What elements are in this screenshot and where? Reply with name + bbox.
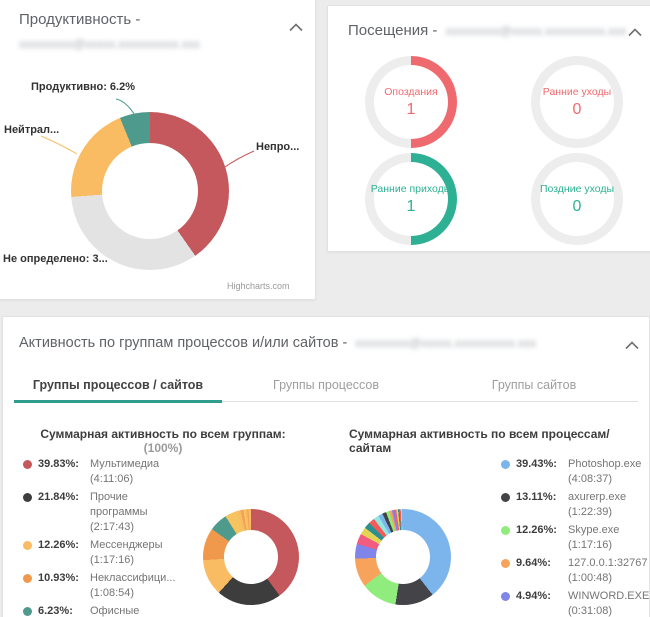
legend-name: Офисные xyxy=(90,605,140,617)
legend-item[interactable]: 9.64%: 127.0.0.1:32767 (1:00:48) xyxy=(501,556,649,586)
collapse-chevron-icon[interactable] xyxy=(628,24,644,37)
legend-dot xyxy=(501,592,510,601)
legend-item[interactable]: 6.23%: Офисные (0:39:17) xyxy=(23,604,193,617)
activity-title: Активность по группам процессов и/или са… xyxy=(19,335,348,351)
visits-title: Посещения - xyxy=(348,22,438,39)
legend-name: Мессенджеры xyxy=(90,539,163,551)
legend-dot xyxy=(23,541,32,550)
lateness-ring: Опоздания 1 xyxy=(365,56,457,148)
legend-name: Мультимедиа xyxy=(90,458,160,470)
legend-time: (2:17:43) xyxy=(90,521,135,533)
early-leave-label: Ранние уходы xyxy=(542,85,612,98)
legend-item[interactable]: 39.83%: Мультимедиа (4:11:06) xyxy=(23,457,193,487)
legend-dot xyxy=(501,460,510,469)
legend-name: Skype.exe xyxy=(568,524,620,536)
legend-time: (1:08:54) xyxy=(90,587,135,599)
legend-time: (0:31:08) xyxy=(568,605,613,617)
tab-process-site-groups[interactable]: Группы процессов / сайтов xyxy=(14,369,222,403)
productivity-panel: Продуктивность - xxxxxxxxx@xxxxx.xxxxxxx… xyxy=(0,0,316,300)
early-arrival-value: 1 xyxy=(406,197,416,215)
legend-time: (4:08:37) xyxy=(568,473,613,485)
legend-dot xyxy=(501,493,510,502)
processes-legend: 39.43%: Photoshop.exe (4:08:37) 13.11%: … xyxy=(501,457,649,617)
legend-pct: 39.43%: xyxy=(516,458,557,470)
legend-name: WINWORD.EXE xyxy=(568,590,650,602)
pie-label-unproductive: Непро... xyxy=(256,141,300,153)
legend-name: axurerp.exe xyxy=(568,491,627,503)
legend-item[interactable]: 13.11%: axurerp.exe (1:22:39) xyxy=(501,490,649,520)
groups-donut-chart[interactable] xyxy=(203,509,299,605)
legend-pct: 6.23%: xyxy=(38,605,73,617)
legend-item[interactable]: 12.26%: Мессенджеры (1:17:16) xyxy=(23,538,193,568)
early-leave-value: 0 xyxy=(572,100,582,118)
pie-label-productive: Продуктивно: 6.2% xyxy=(31,81,136,93)
legend-dot xyxy=(501,526,510,535)
early-arrival-ring: Ранние приходы 1 xyxy=(365,153,457,245)
legend-time: (1:17:16) xyxy=(568,539,613,551)
legend-item[interactable]: 4.94%: WINWORD.EXE (0:31:08) xyxy=(501,589,649,617)
early-leave-ring: Ранние уходы 0 xyxy=(531,56,623,148)
legend-dot xyxy=(501,559,510,568)
legend-item[interactable]: 10.93%: Неклассифици... (1:08:54) xyxy=(23,571,193,601)
legend-name: Прочие программы xyxy=(90,491,148,518)
visits-panel: Посещения - xxxxxxxxx@xxxxx.xxxxxxxxxx.x… xyxy=(327,5,650,252)
legend-name: Photoshop.exe xyxy=(568,458,642,470)
groups-legend: 39.83%: Мультимедиа (4:11:06) 21.84%: Пр… xyxy=(23,457,193,617)
legend-dot xyxy=(23,574,32,583)
legend-dot xyxy=(23,460,32,469)
legend-pct: 39.83%: xyxy=(38,458,79,470)
early-arrival-label: Ранние приходы xyxy=(370,182,452,195)
legend-name: Неклассифици... xyxy=(90,572,176,584)
late-leave-value: 0 xyxy=(572,197,582,215)
collapse-chevron-icon[interactable] xyxy=(289,19,305,32)
legend-time: (1:00:48) xyxy=(568,572,613,584)
legend-name: 127.0.0.1:32767 xyxy=(568,557,648,569)
legend-dot xyxy=(23,607,32,616)
activity-panel: Активность по группам процессов и/или са… xyxy=(2,316,650,617)
legend-pct: 10.93%: xyxy=(38,572,79,584)
legend-pct: 12.26%: xyxy=(38,539,79,551)
late-leave-ring: Поздние уходы 0 xyxy=(531,153,623,245)
productivity-title: Продуктивность - xyxy=(19,11,141,28)
productivity-donut-chart[interactable] xyxy=(71,112,229,270)
lateness-value: 1 xyxy=(406,100,416,118)
legend-dot xyxy=(23,493,32,502)
pie-label-undefined: Не определено: 3... xyxy=(3,253,108,265)
tab-process-groups[interactable]: Группы процессов xyxy=(273,378,379,392)
lateness-label: Опоздания xyxy=(384,85,438,98)
processes-summary-header: Суммарная активность по всем процессам/с… xyxy=(349,427,610,455)
late-leave-label: Поздние уходы xyxy=(539,182,615,195)
processes-donut-chart[interactable] xyxy=(355,509,451,605)
collapse-chevron-icon[interactable] xyxy=(625,337,641,350)
legend-pct: 21.84%: xyxy=(38,491,79,503)
pie-label-neutral: Нейтрал... xyxy=(4,124,60,136)
legend-pct: 13.11%: xyxy=(516,491,557,503)
activity-tabs: Группы процессов / сайтов Группы процесс… xyxy=(14,369,638,403)
groups-summary-header-text: Суммарная активность по всем группам: xyxy=(40,427,286,441)
groups-summary-header: Суммарная активность по всем группам: (1… xyxy=(23,427,303,455)
legend-time: (1:17:16) xyxy=(90,554,135,566)
tab-site-groups[interactable]: Группы сайтов xyxy=(491,378,577,392)
productivity-user-email-redacted: xxxxxxxxx@xxxxx.xxxxxxxxxx.xxx xyxy=(19,37,200,51)
legend-pct: 4.94%: xyxy=(516,590,551,602)
legend-pct: 12.26%: xyxy=(516,524,557,536)
highcharts-credit-link[interactable]: Highcharts.com xyxy=(227,281,290,291)
legend-item[interactable]: 39.43%: Photoshop.exe (4:08:37) xyxy=(501,457,649,487)
visits-user-email-redacted: xxxxxxxxx@xxxxx.xxxxxxxxxx.xxx xyxy=(445,24,627,38)
legend-item[interactable]: 21.84%: Прочие программы (2:17:43) xyxy=(23,490,193,535)
legend-pct: 9.64%: xyxy=(516,557,551,569)
legend-time: (4:11:06) xyxy=(90,473,134,485)
activity-user-email-redacted: xxxxxxxxx@xxxxx.xxxxxxxxxx.xxx xyxy=(355,336,537,350)
groups-summary-header-pct: (100%) xyxy=(143,441,183,455)
legend-item[interactable]: 12.26%: Skype.exe (1:17:16) xyxy=(501,523,649,553)
legend-time: (1:22:39) xyxy=(568,506,613,518)
